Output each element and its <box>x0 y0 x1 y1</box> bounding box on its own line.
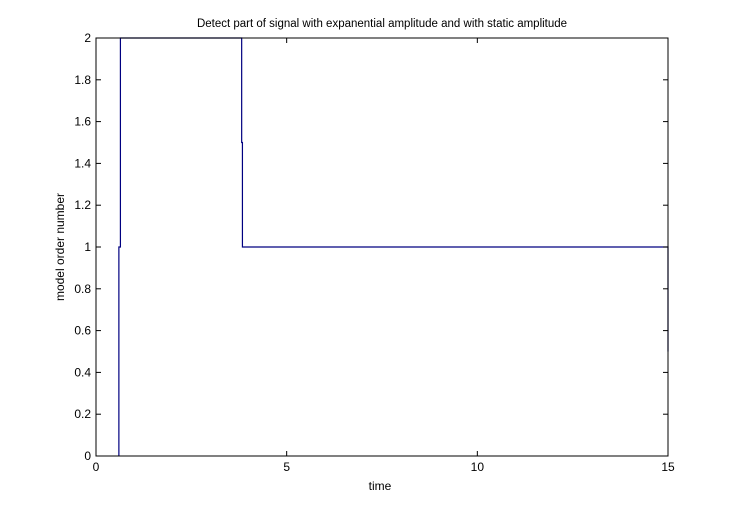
ticks-layer: 0 5 10 15 0 0.2 0.4 0.6 0.8 1 1.2 1.4 1.6 1.8 2 <box>74 31 675 474</box>
x-tick-label: 5 <box>283 460 290 474</box>
y-tick-label: 1.6 <box>74 115 91 129</box>
y-tick-label: 1 <box>84 240 91 254</box>
series-line-0 <box>118 37 669 456</box>
y-tick-label: 0.6 <box>74 324 91 338</box>
y-tick-label: 0.4 <box>74 365 91 379</box>
y-axis-label: model order number <box>53 193 67 301</box>
x-tick-label: 0 <box>93 460 100 474</box>
y-tick-label: 1.4 <box>74 156 91 170</box>
y-tick-label: 1.2 <box>74 198 91 212</box>
y-tick-label: 2 <box>84 31 91 45</box>
x-axis-label: time <box>369 479 392 493</box>
y-tick-label: 0 <box>84 449 91 463</box>
y-tick-label: 0.2 <box>74 407 91 421</box>
series-layer <box>118 37 669 456</box>
x-tick-label: 15 <box>661 460 675 474</box>
y-tick-label: 0.8 <box>74 282 91 296</box>
y-tick-label: 1.8 <box>74 73 91 87</box>
x-tick-label: 10 <box>471 460 485 474</box>
chart-title: Detect part of signal with expanential a… <box>197 18 567 30</box>
